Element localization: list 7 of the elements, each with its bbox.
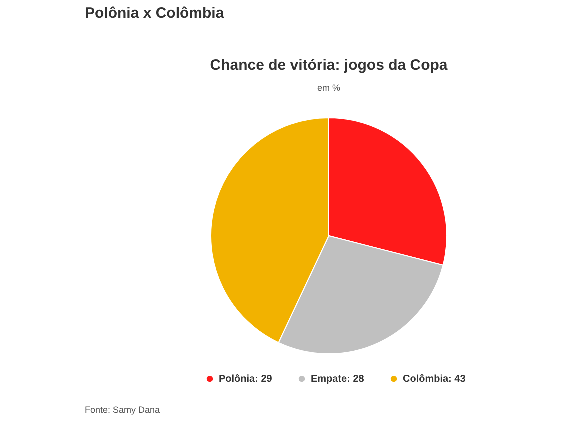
legend-label: Colômbia: 43	[403, 374, 466, 386]
chart-subtitle: Chance de vitória: jogos da Copa	[210, 57, 448, 74]
legend-label: Polônia: 29	[219, 374, 273, 386]
source-note: Fonte: Samy Dana	[85, 405, 160, 415]
legend-label: Empate: 28	[311, 374, 365, 386]
text: em %	[317, 83, 341, 93]
chart-title: Polônia x Colômbia	[85, 5, 225, 22]
